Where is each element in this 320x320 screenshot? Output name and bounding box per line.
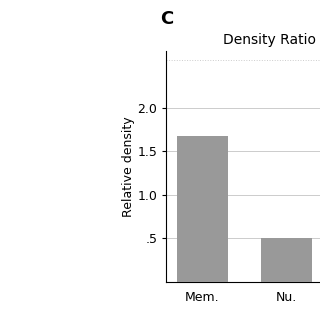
Title: Density Ratio  LP0: Density Ratio LP0 bbox=[223, 33, 320, 47]
Y-axis label: Relative density: Relative density bbox=[122, 116, 135, 217]
Bar bbox=[177, 136, 228, 282]
Bar bbox=[261, 238, 312, 282]
Text: C: C bbox=[160, 10, 173, 28]
